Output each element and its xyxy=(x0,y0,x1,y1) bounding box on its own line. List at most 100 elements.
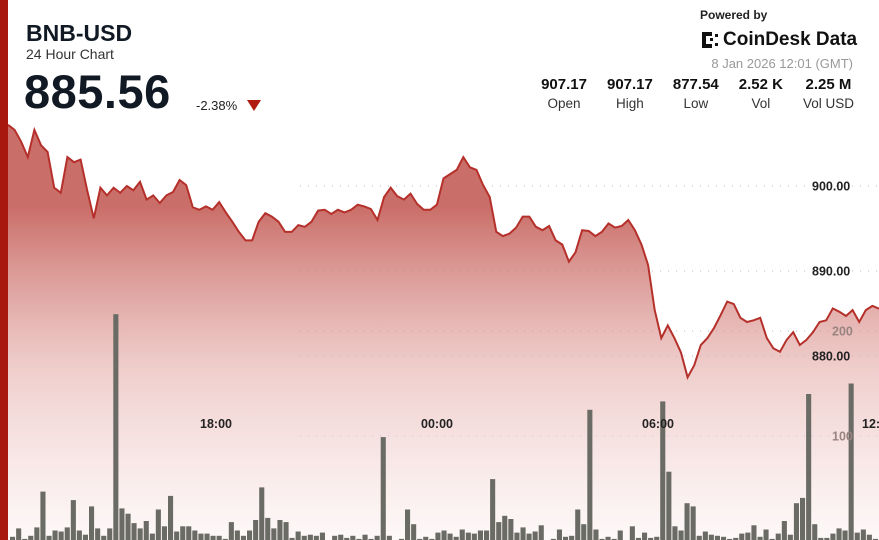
volume-bar xyxy=(745,532,751,540)
volume-bar xyxy=(654,536,660,540)
brand-logo: CoinDesk Data xyxy=(701,29,857,51)
coindesk-logo-icon xyxy=(702,32,718,48)
volume-bar xyxy=(477,530,483,540)
stat-label: Low xyxy=(683,96,709,111)
volume-bar xyxy=(556,529,562,540)
volume-bar xyxy=(70,500,76,540)
volume-bar xyxy=(708,534,714,540)
price-change: -2.38% xyxy=(196,98,238,113)
volume-bar xyxy=(569,535,575,540)
volume-bar xyxy=(459,529,465,540)
volume-bar xyxy=(228,522,234,540)
volume-bar xyxy=(642,532,648,540)
volume-bar xyxy=(28,535,34,540)
volume-bar xyxy=(180,526,186,540)
time-tick-label: 18:00 xyxy=(200,417,232,431)
volume-bar xyxy=(727,538,733,540)
volume-bar xyxy=(64,527,70,540)
volume-bar xyxy=(721,536,727,540)
volume-bar xyxy=(563,536,569,540)
time-tick-label: 00:00 xyxy=(421,417,453,431)
volume-bar xyxy=(131,523,137,540)
volume-bar xyxy=(295,531,301,540)
volume-bar xyxy=(830,533,836,540)
volume-bar xyxy=(253,520,259,540)
volume-bar xyxy=(435,532,441,540)
volume-bar xyxy=(490,479,496,540)
volume-bar xyxy=(10,536,16,540)
volume-bar xyxy=(666,471,672,540)
stat-label: Vol USD xyxy=(802,96,854,111)
volume-bar xyxy=(611,538,617,540)
volume-bar xyxy=(362,534,368,540)
volume-bar xyxy=(818,537,824,540)
volume-bar xyxy=(101,535,107,540)
volume-tick-label: 100 xyxy=(832,430,853,444)
volume-bar xyxy=(453,536,459,540)
volume-bar xyxy=(605,536,611,540)
price-tick-label: 900.00 xyxy=(812,180,850,194)
volume-bar xyxy=(629,526,635,540)
price-axis: 900.00 890.00 880.00 xyxy=(812,180,850,364)
volume-bar xyxy=(40,491,46,540)
stat-high: 907.17 High xyxy=(607,76,653,111)
volume-bar xyxy=(836,528,842,540)
volume-bar xyxy=(277,520,283,540)
volume-bar xyxy=(860,529,866,540)
volume-bar xyxy=(313,535,319,540)
volume-bar xyxy=(161,526,167,540)
volume-bar xyxy=(204,533,210,540)
volume-bar xyxy=(526,533,532,540)
volume-bar xyxy=(854,532,860,540)
volume-bar xyxy=(417,538,423,540)
time-axis: 18:00 00:00 06:00 12:00 xyxy=(200,417,879,431)
volume-bar xyxy=(149,533,155,540)
volume-bar xyxy=(429,538,435,540)
volume-bar xyxy=(575,509,581,540)
stat-label: High xyxy=(616,96,644,111)
volume-bar xyxy=(168,495,174,540)
powered-by-label: Powered by xyxy=(700,8,768,22)
stat-label: Vol xyxy=(751,96,771,111)
volume-bar xyxy=(119,508,125,540)
volume-bar xyxy=(283,522,289,540)
price-tick-label: 880.00 xyxy=(812,350,850,364)
volume-bar xyxy=(143,521,149,540)
volume-bar xyxy=(441,530,447,540)
volume-bar xyxy=(471,533,477,540)
volume-bar xyxy=(635,537,641,540)
stat-value: 877.54 xyxy=(672,76,719,93)
volume-bar xyxy=(550,538,556,540)
volume-bar xyxy=(775,533,781,540)
brand-name: CoinDesk Data xyxy=(723,29,858,50)
volume-bar xyxy=(398,538,404,540)
volume-bar xyxy=(411,524,417,540)
volume-bar xyxy=(374,535,380,540)
volume-bar xyxy=(137,528,143,540)
accent-bar xyxy=(0,0,8,540)
volume-bar xyxy=(581,524,587,540)
volume-bar xyxy=(265,517,271,540)
chart-subtitle: 24 Hour Chart xyxy=(26,46,114,62)
volume-bar xyxy=(502,515,508,540)
volume-bar xyxy=(356,538,362,540)
volume-bar xyxy=(307,534,313,540)
volume-bar xyxy=(82,534,88,540)
stat-open: 907.17 Open xyxy=(541,76,587,111)
volume-bar xyxy=(222,538,228,540)
volume-bar xyxy=(174,531,180,540)
volume-bar xyxy=(344,537,350,540)
volume-bar xyxy=(587,409,593,540)
volume-bar xyxy=(34,527,40,540)
volume-bar xyxy=(301,535,307,540)
volume-bar xyxy=(465,532,471,540)
volume-bar xyxy=(787,534,793,540)
volume-bar xyxy=(46,535,52,540)
volume-bar xyxy=(338,534,344,540)
volume-bar xyxy=(872,538,878,540)
volume-bar xyxy=(806,394,812,540)
volume-bar xyxy=(848,383,854,540)
volume-bar xyxy=(22,538,28,540)
volume-bar xyxy=(532,531,538,540)
